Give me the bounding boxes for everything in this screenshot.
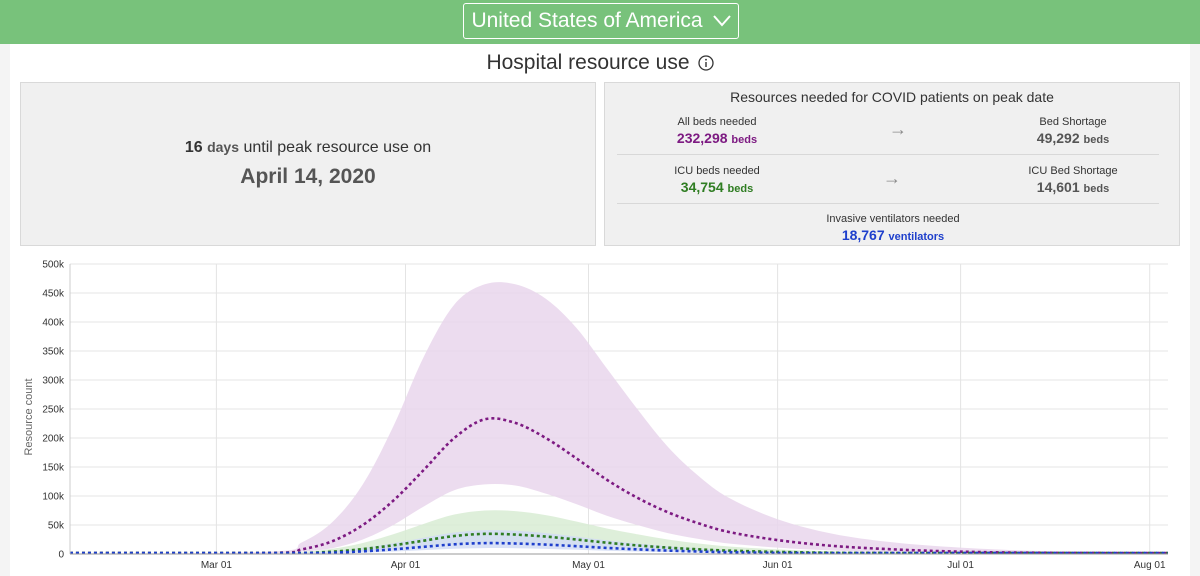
ventilators-value-line: 18,767 ventilators xyxy=(793,226,993,246)
x-tick-label: Mar 01 xyxy=(201,560,233,571)
all-beds-label: All beds needed xyxy=(677,116,757,128)
peak-days-word: days xyxy=(207,139,240,155)
peak-summary-card: 16 days until peak resource use on April… xyxy=(20,82,596,246)
icu-beds-needed: ICU beds needed 34,754 beds xyxy=(617,164,817,198)
ventilators-value: 18,767 xyxy=(841,227,885,243)
icu-beds-unit: beds xyxy=(727,183,754,195)
chevron-down-icon xyxy=(712,15,731,27)
arrow-right-icon: → xyxy=(889,119,907,139)
chart-axes: 0 50k 100k 150k 200k 250k 300k 350k 400k 450k 500k… xyxy=(42,260,1168,571)
peak-days-count: 16 xyxy=(184,139,203,156)
divider xyxy=(617,203,1159,204)
peak-countdown-text: until peak resource use on xyxy=(243,139,432,156)
country-select[interactable]: United States of America xyxy=(463,3,739,39)
y-tick-label: 400k xyxy=(42,318,65,329)
info-icon[interactable] xyxy=(697,55,714,71)
icu-shortage-value-line: 14,601 beds xyxy=(973,178,1173,198)
bed-shortage: Bed Shortage 49,292 beds xyxy=(973,115,1173,149)
bed-shortage-value-line: 49,292 beds xyxy=(973,129,1173,149)
y-tick-label: 0 xyxy=(58,550,64,561)
icu-bed-shortage: ICU Bed Shortage 14,601 beds xyxy=(973,164,1173,198)
icu-beds-label: ICU beds needed xyxy=(674,165,760,177)
icu-shortage-unit: beds xyxy=(1083,183,1110,195)
y-tick-label: 500k xyxy=(42,260,65,271)
vent-uncertainty-band xyxy=(70,530,1168,554)
all-beds-needed: All beds needed 232,298 beds xyxy=(617,115,817,149)
y-tick-label: 350k xyxy=(42,347,65,358)
ventilators-unit: ventilators xyxy=(888,231,945,243)
peak-date: April 14, 2020 xyxy=(240,165,376,188)
chart-lines xyxy=(69,417,1169,555)
icu-uncertainty-band xyxy=(70,510,1168,554)
all-beds-value-line: 232,298 beds xyxy=(617,129,817,149)
all-beds-unit: beds xyxy=(731,134,758,146)
header-bar: United States of America xyxy=(0,0,1200,44)
icu-shortage-label: ICU Bed Shortage xyxy=(1028,165,1118,177)
x-tick-label: Apr 01 xyxy=(391,560,421,571)
y-tick-label: 150k xyxy=(42,463,65,474)
icu-beds-value-line: 34,754 beds xyxy=(617,178,817,198)
y-tick-label: 250k xyxy=(42,405,65,416)
section-header: Hospital resource use xyxy=(0,48,1200,78)
arrow-right-icon: → xyxy=(883,168,901,188)
chart-bands xyxy=(70,282,1168,554)
ventilators-label: Invasive ventilators needed xyxy=(826,213,960,225)
bed-shortage-unit: beds xyxy=(1083,134,1110,146)
vent-series-line xyxy=(70,541,1168,555)
ventilators-needed: Invasive ventilators needed 18,767 venti… xyxy=(793,212,993,246)
y-tick-label: 100k xyxy=(42,492,65,503)
y-tick-label: 200k xyxy=(42,434,65,445)
x-tick-label: May 01 xyxy=(572,560,605,571)
x-tick-label: Aug 01 xyxy=(1134,560,1166,571)
country-select-label: United States of America xyxy=(471,9,703,32)
icu-series-line xyxy=(70,532,1168,555)
bed-shortage-value: 49,292 xyxy=(1036,130,1080,146)
all_beds-series-line xyxy=(69,417,1169,555)
y-tick-label: 450k xyxy=(42,289,65,300)
divider xyxy=(617,154,1159,155)
page-title: Hospital resource use xyxy=(486,51,690,74)
x-tick-label: Jun 01 xyxy=(763,560,793,571)
resources-title: Resources needed for COVID patients on p… xyxy=(730,89,1054,105)
bed-shortage-label: Bed Shortage xyxy=(1039,116,1107,128)
peak-countdown: 16 days until peak resource use on xyxy=(21,139,595,157)
y-axis-title: Resource count xyxy=(23,378,35,455)
icu-shortage-value: 14,601 xyxy=(1036,179,1080,195)
all-beds-value: 232,298 xyxy=(676,130,728,146)
icu-beds-value: 34,754 xyxy=(680,179,724,195)
y-tick-label: 50k xyxy=(48,521,65,532)
resources-card: Resources needed for COVID patients on p… xyxy=(604,82,1180,246)
x-tick-label: Jul 01 xyxy=(947,560,974,571)
y-tick-label: 300k xyxy=(42,376,65,387)
all_beds-uncertainty-band xyxy=(70,282,1168,554)
